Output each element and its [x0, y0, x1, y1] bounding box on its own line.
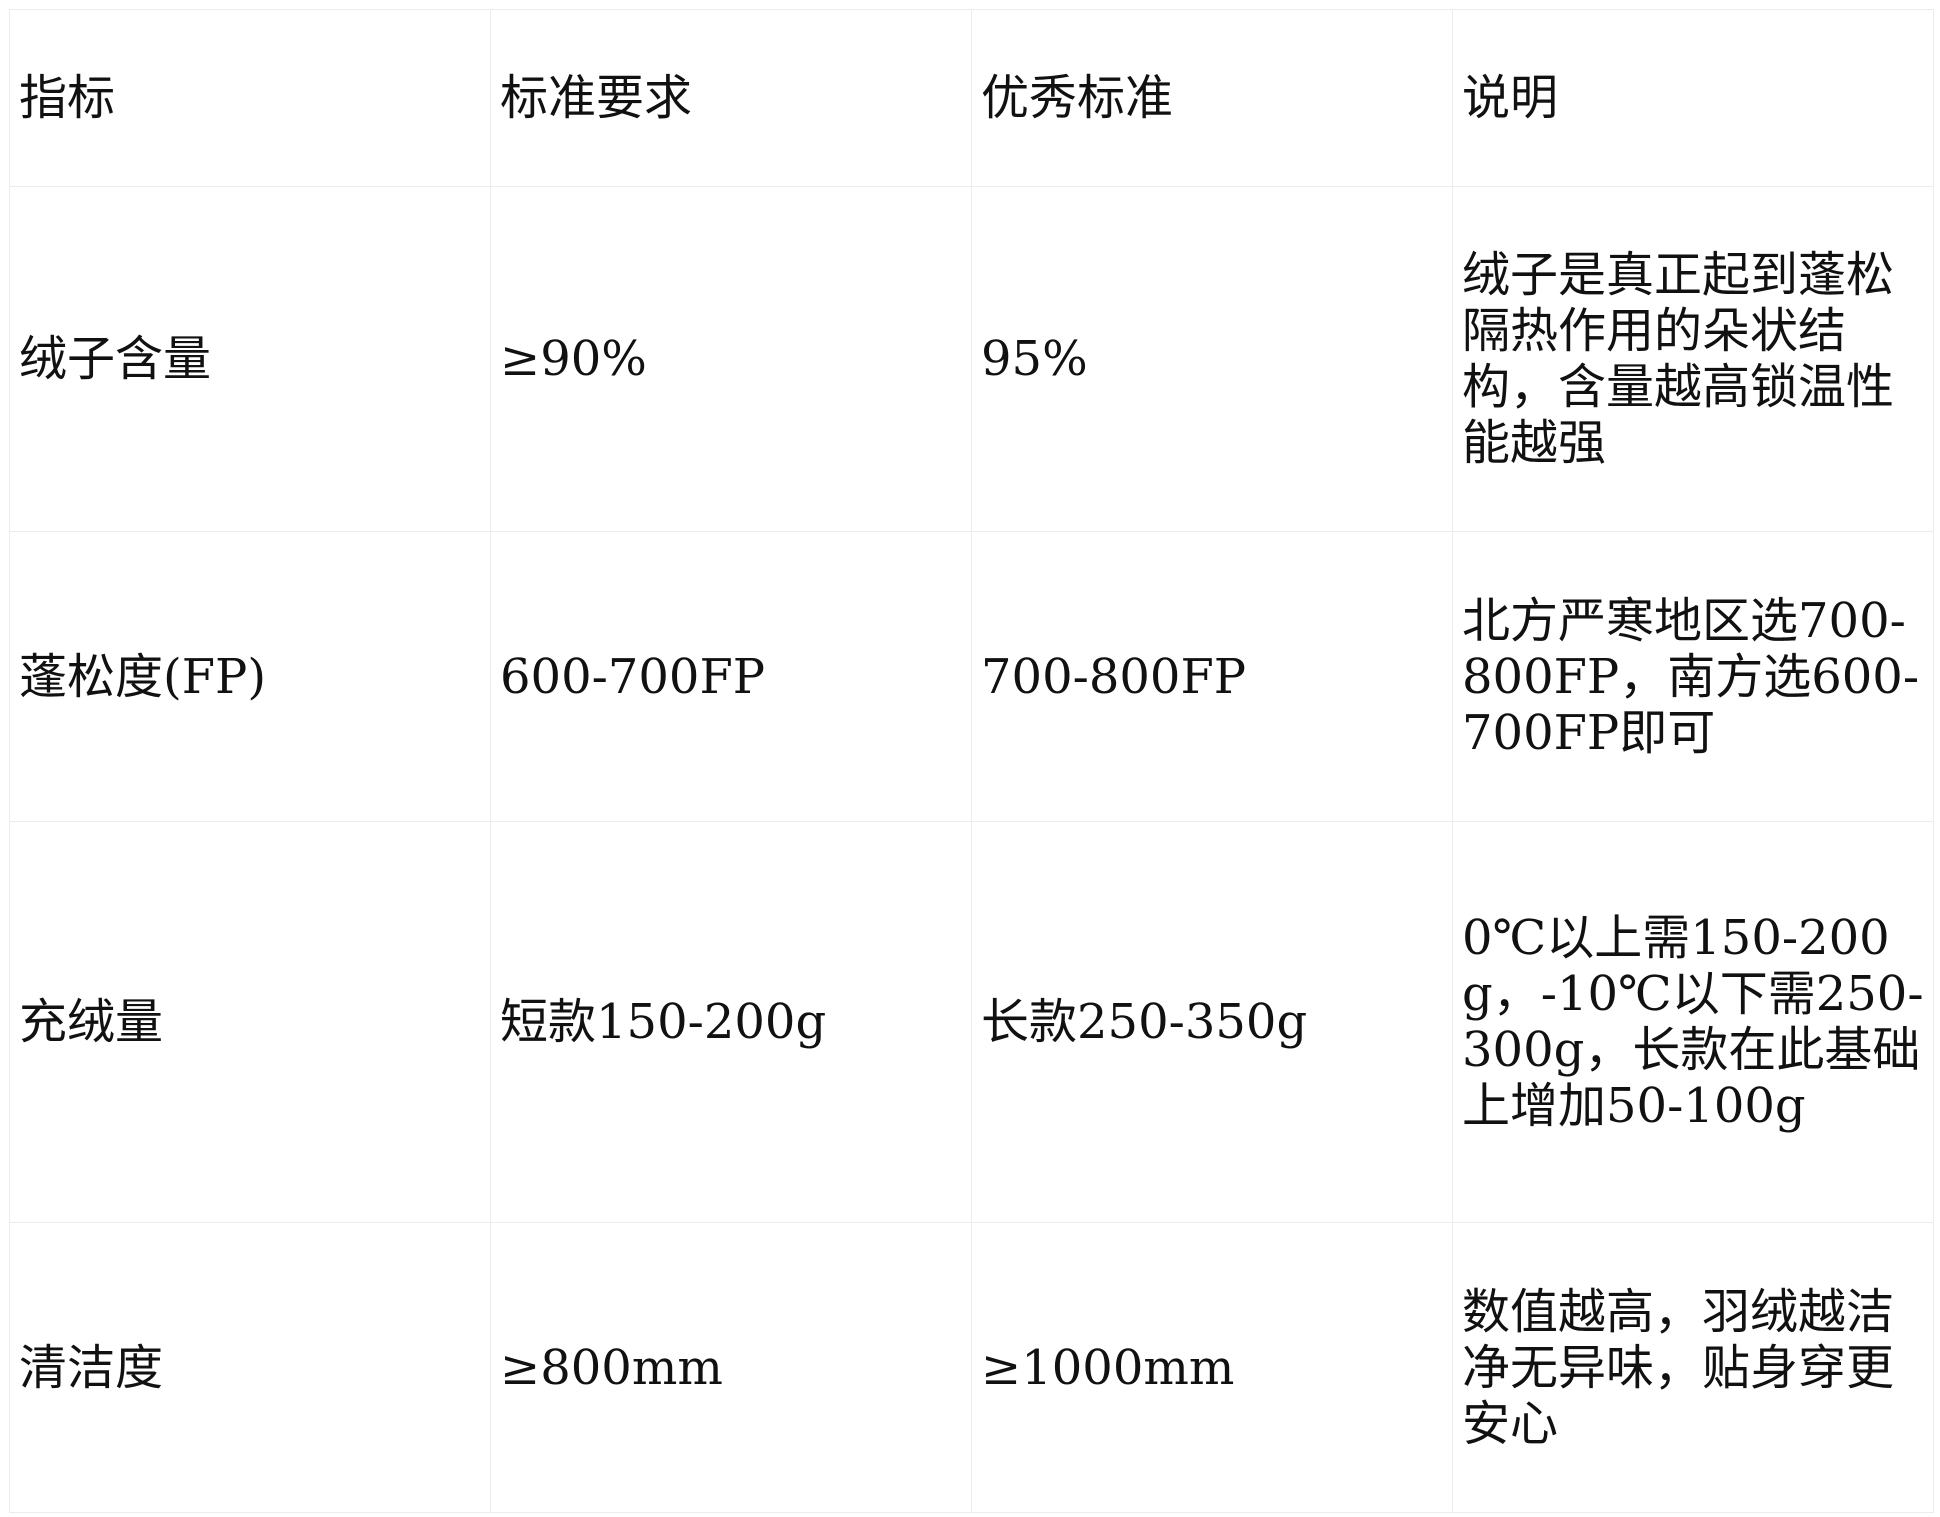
- cell-excellent: ≥1000mm: [971, 1222, 1453, 1513]
- header-cell-description: 说明: [1452, 9, 1934, 187]
- cell-excellent: 95%: [971, 186, 1453, 532]
- cell-excellent: 700-800FP: [971, 531, 1453, 822]
- header-cell-excellent: 优秀标准: [971, 9, 1453, 187]
- cell-standard: 短款150-200g: [490, 821, 972, 1223]
- table-row: 绒子含量 ≥90% 95% 绒子是真正起到蓬松隔热作用的朵状结构，含量越高锁温性…: [9, 186, 1934, 532]
- cell-indicator: 清洁度: [9, 1222, 491, 1513]
- table-row: 蓬松度(FP) 600-700FP 700-800FP 北方严寒地区选700-8…: [9, 531, 1934, 822]
- header-cell-indicator: 指标: [9, 9, 491, 187]
- cell-description: 绒子是真正起到蓬松隔热作用的朵状结构，含量越高锁温性能越强: [1452, 186, 1934, 532]
- table-row: 清洁度 ≥800mm ≥1000mm 数值越高，羽绒越洁净无异味，贴身穿更安心: [9, 1222, 1934, 1513]
- cell-indicator: 蓬松度(FP): [9, 531, 491, 822]
- cell-description: 北方严寒地区选700-800FP，南方选600-700FP即可: [1452, 531, 1934, 822]
- table-row: 充绒量 短款150-200g 长款250-350g 0℃以上需150-200g，…: [9, 821, 1934, 1223]
- header-cell-standard: 标准要求: [490, 9, 972, 187]
- down-quality-table: 指标 标准要求 优秀标准 说明 绒子含量 ≥90% 95% 绒子是真正起到蓬松隔…: [9, 9, 1934, 1513]
- cell-indicator: 充绒量: [9, 821, 491, 1223]
- cell-description: 0℃以上需150-200g，-10℃以下需250-300g，长款在此基础上增加5…: [1452, 821, 1934, 1223]
- cell-standard: ≥800mm: [490, 1222, 972, 1513]
- table-header-row: 指标 标准要求 优秀标准 说明: [9, 9, 1934, 187]
- cell-standard: ≥90%: [490, 186, 972, 532]
- cell-standard: 600-700FP: [490, 531, 972, 822]
- cell-indicator: 绒子含量: [9, 186, 491, 532]
- cell-description: 数值越高，羽绒越洁净无异味，贴身穿更安心: [1452, 1222, 1934, 1513]
- cell-excellent: 长款250-350g: [971, 821, 1453, 1223]
